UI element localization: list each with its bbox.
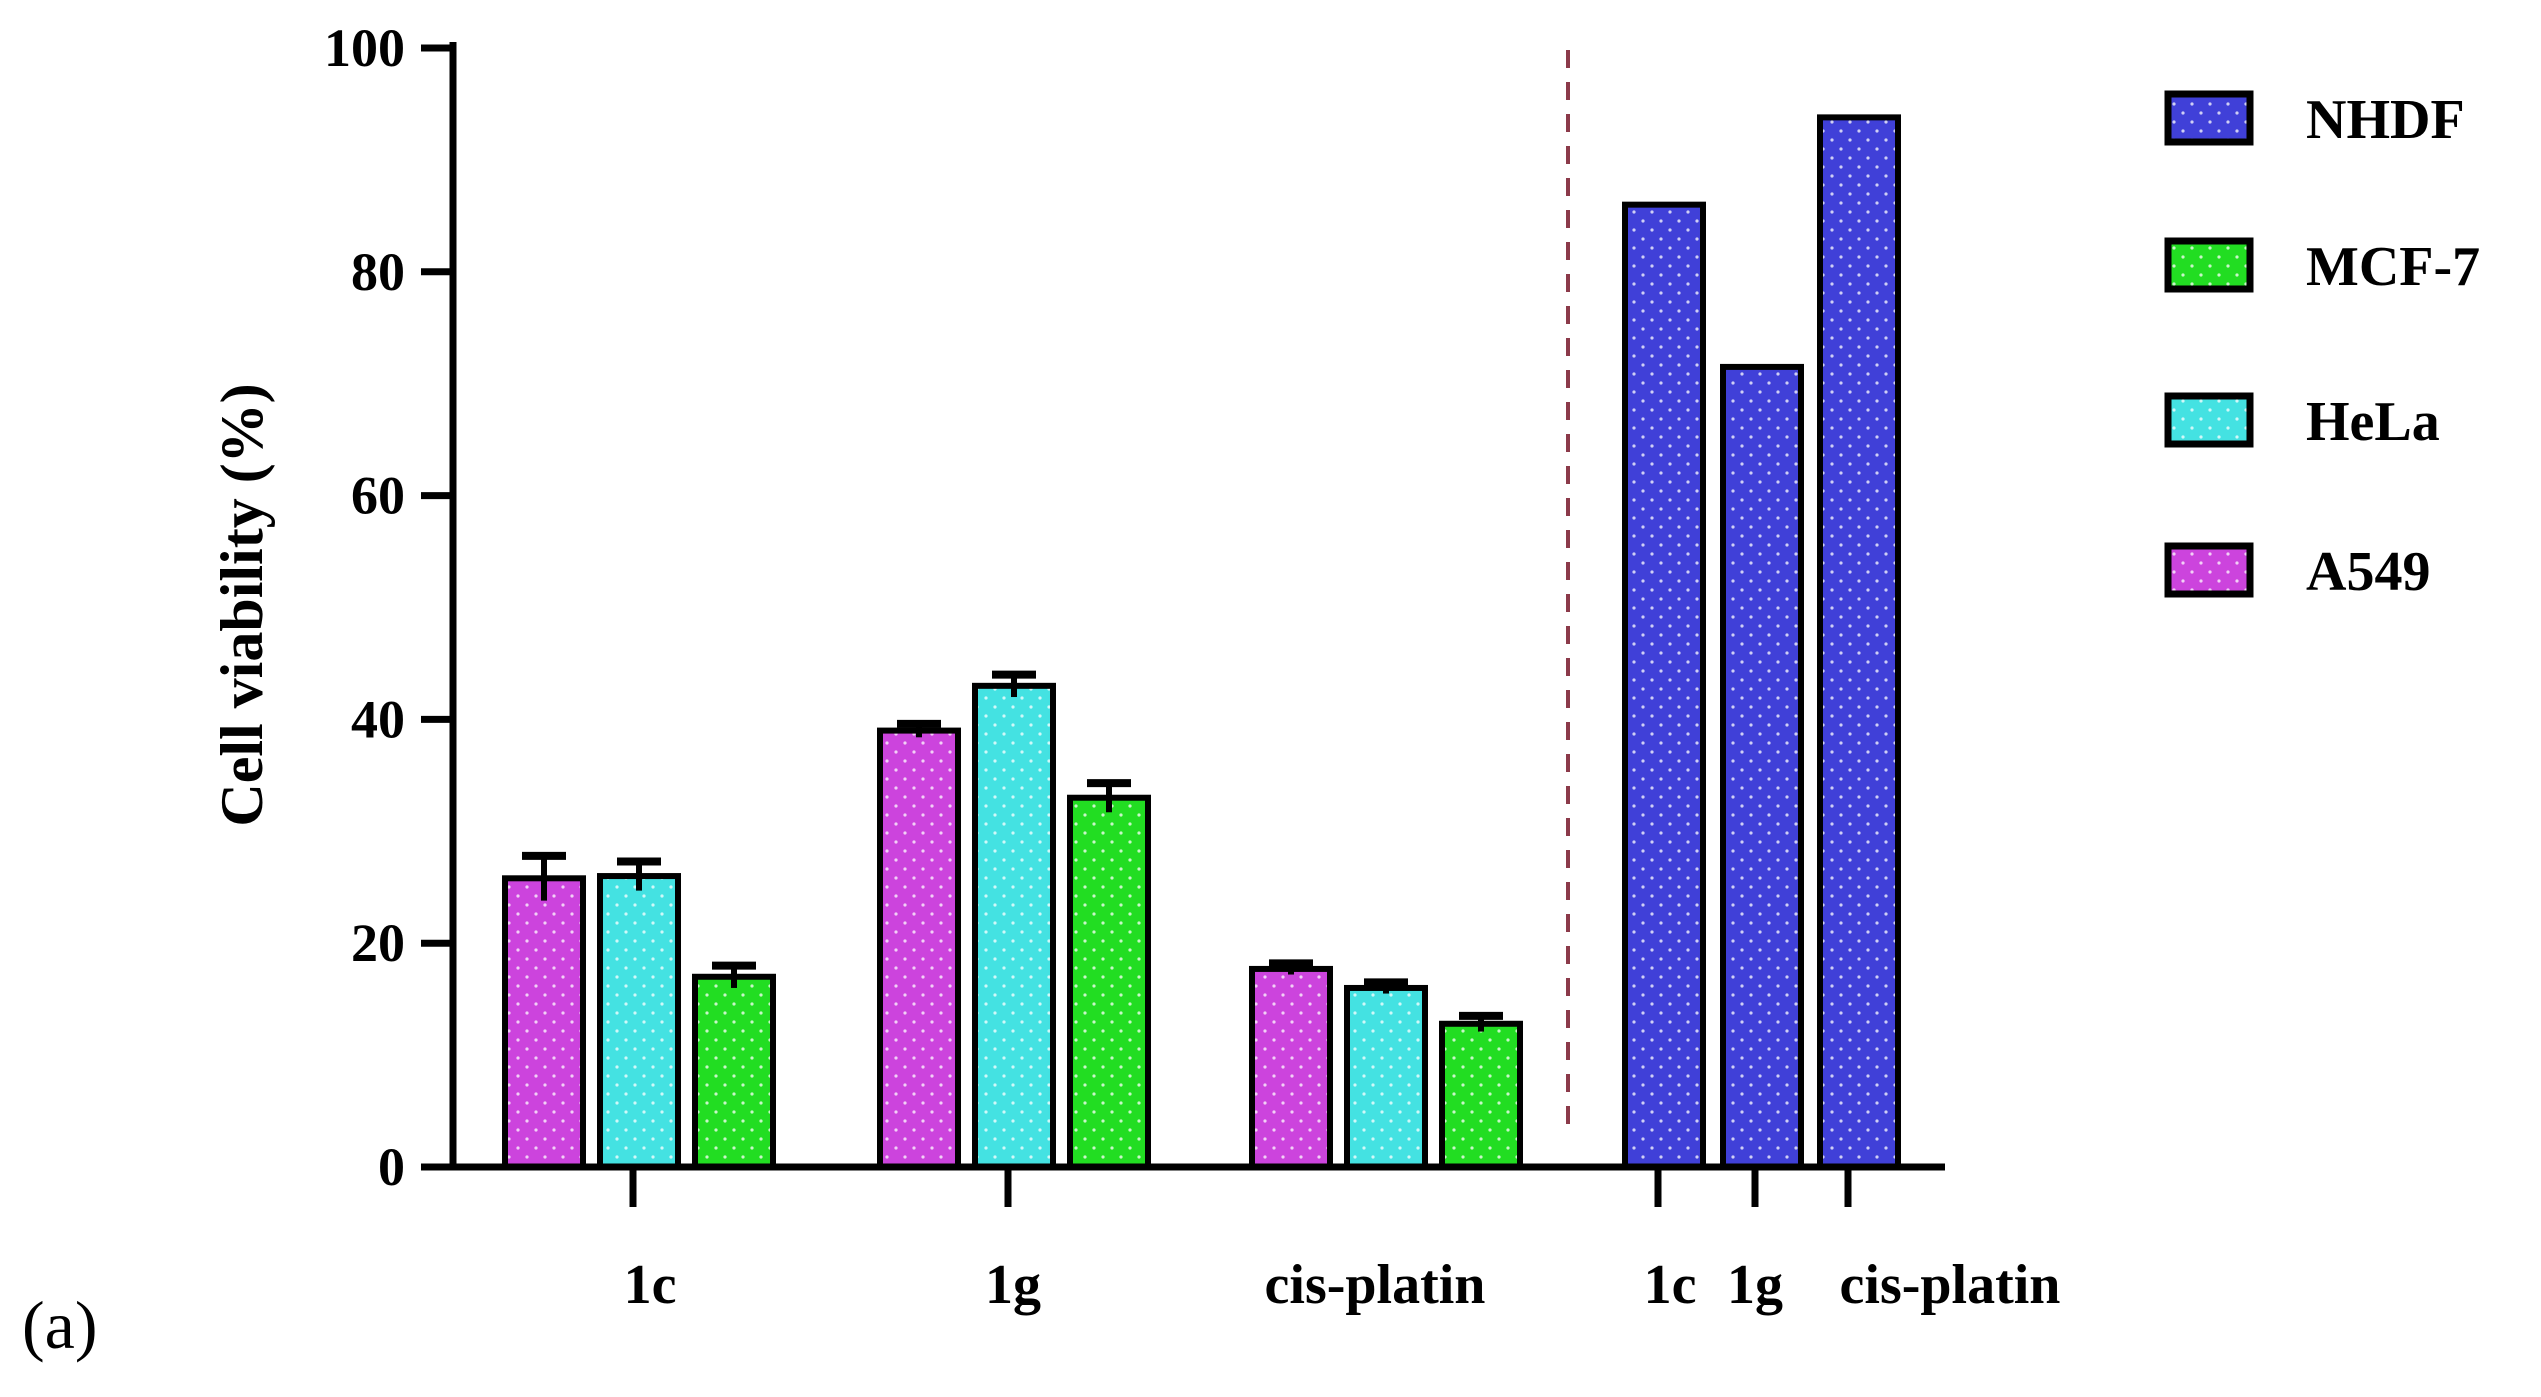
axes-layer: 1c 1g cis-platin 1c 1g cis-platin 0 20 40 60 80 100: [324, 18, 2060, 1316]
y-tick-label: 0: [378, 1137, 405, 1197]
x-tick-label: 1g: [1727, 1254, 1783, 1316]
bar-outline: [1067, 794, 1151, 1170]
y-tick-label: 60: [351, 466, 405, 526]
y-axis-label: Cell viability (%): [209, 383, 275, 826]
panel-label: (a): [22, 1287, 97, 1363]
bar-outline: [1622, 201, 1706, 1171]
bar-outline: [502, 875, 586, 1170]
bar-outline: [1249, 965, 1333, 1171]
bar-outline: [597, 873, 681, 1170]
bar-outline: [1439, 1020, 1523, 1170]
legend-swatch-outline: [2164, 542, 2254, 598]
y-tick-label: 20: [351, 913, 405, 973]
bar-outline: [1720, 363, 1804, 1171]
legend-swatch-outline: [2164, 237, 2254, 293]
legend: NHDF MCF-7 HeLa A549: [2164, 89, 2480, 603]
y-tick-label: 80: [351, 242, 405, 302]
legend-label: A549: [2306, 541, 2430, 603]
bar-outline: [1344, 984, 1428, 1171]
bars-layer: [502, 114, 1901, 1171]
legend-label: MCF-7: [2306, 236, 2480, 298]
legend-swatch-outline: [2164, 90, 2254, 146]
bar-outline: [972, 682, 1056, 1171]
legend-label: NHDF: [2306, 89, 2465, 151]
x-tick-label: cis-platin: [1840, 1254, 2061, 1316]
x-tick-label: cis-platin: [1265, 1254, 1486, 1316]
x-tick-label: 1g: [985, 1254, 1041, 1316]
legend-label: HeLa: [2306, 391, 2440, 453]
bar-outline: [692, 973, 776, 1171]
x-tick-label: 1c: [1644, 1254, 1697, 1316]
y-tick-label: 40: [351, 689, 405, 749]
legend-swatch-outline: [2164, 392, 2254, 448]
bar-outline: [1817, 114, 1901, 1170]
x-tick-label: 1c: [624, 1254, 677, 1316]
y-tick-label: 100: [324, 18, 405, 78]
bar-outline: [877, 727, 961, 1171]
